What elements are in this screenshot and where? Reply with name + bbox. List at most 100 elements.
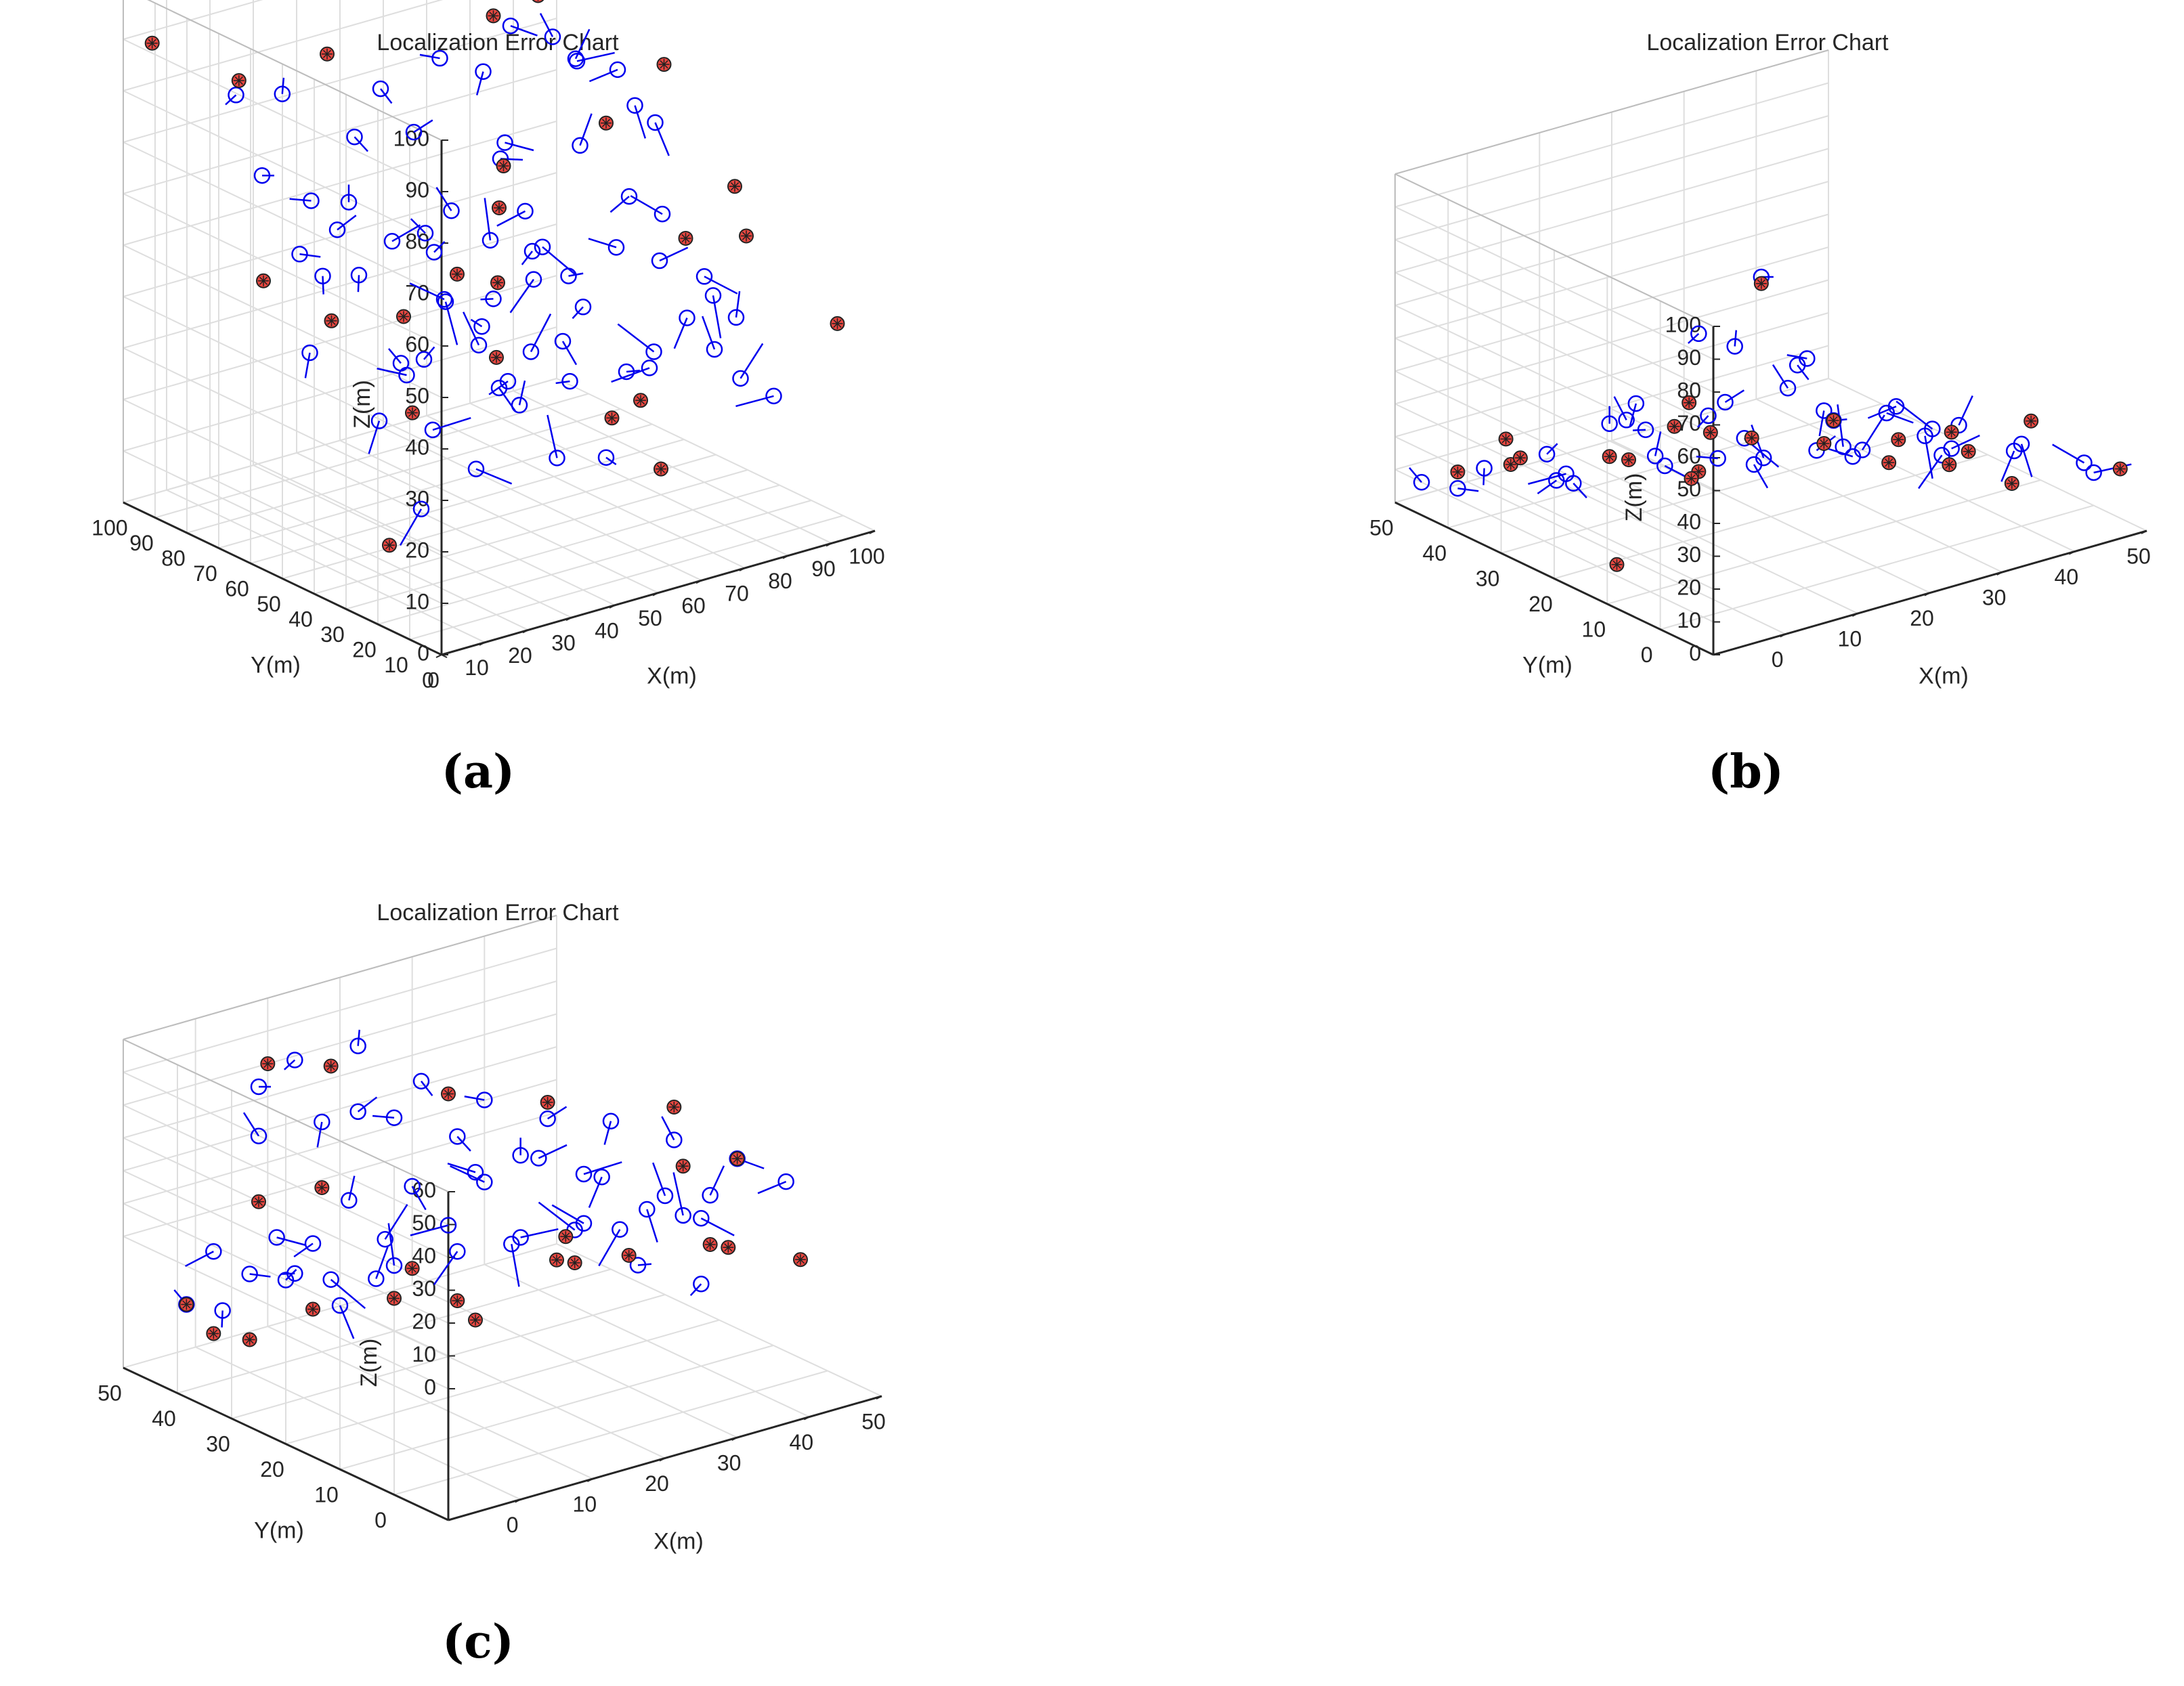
anchor-asterisk (601, 118, 611, 127)
anchor-point (739, 228, 754, 244)
error-line (249, 1273, 271, 1278)
estimated-point (1700, 407, 1717, 425)
estimated-point (475, 63, 492, 80)
box-edge (1394, 49, 1829, 175)
error-line (1958, 395, 1973, 426)
error-line (547, 1106, 568, 1120)
y-tick-label: 50 (1369, 515, 1394, 540)
estimated-point (560, 267, 577, 284)
x-tick (2068, 550, 2075, 555)
error-line (375, 1247, 389, 1279)
x-tick-label: 40 (2055, 565, 2079, 589)
error-line (510, 25, 538, 37)
error-line (221, 1310, 223, 1328)
error-line (700, 1217, 735, 1236)
estimated-point (304, 1235, 322, 1252)
error-line (413, 119, 433, 133)
estimated-point (1449, 480, 1466, 497)
z-tick-label: 30 (405, 486, 429, 511)
grid-line (1394, 181, 1829, 306)
error-line (1572, 482, 1587, 498)
estimated-point (443, 202, 460, 219)
z-tick-label: 70 (405, 280, 429, 305)
estimated-point (341, 1192, 358, 1209)
anchor-asterisk (706, 1240, 714, 1249)
estimated-point (435, 290, 453, 308)
estimated-point (654, 205, 671, 223)
y-tick (218, 547, 225, 552)
estimated-point (377, 1231, 393, 1248)
error-line (579, 113, 593, 146)
grid-line (154, 393, 589, 519)
anchor-asterisk (2026, 416, 2036, 425)
estimated-point (765, 387, 782, 405)
y-tick-label: 30 (320, 622, 345, 647)
anchor-point (396, 309, 411, 324)
box-edge (123, 1039, 449, 1192)
grid-line (1394, 279, 1829, 405)
error-line (498, 387, 517, 412)
anchor-point (1961, 444, 1976, 459)
grid-line (1660, 504, 2094, 630)
estimated-point (405, 123, 423, 141)
error-line (475, 71, 484, 95)
estimated-point (303, 192, 320, 209)
estimated-point (404, 1177, 421, 1195)
x-tick-label: 10 (465, 655, 489, 680)
chart-title: Localization Error Chart (377, 900, 619, 926)
grid-line (123, 980, 557, 1106)
error-line (464, 1096, 485, 1101)
z-axis-label: Z(m) (356, 1339, 382, 1387)
x-tick (565, 617, 572, 621)
z-tick-label: 40 (405, 435, 429, 459)
x-tick-label: 30 (551, 631, 576, 655)
error-line (1824, 447, 1854, 458)
caption-c: (c) (442, 1615, 514, 1669)
grid-line (123, 0, 444, 91)
y-tick-label: 20 (352, 637, 377, 662)
error-line (1632, 429, 1646, 431)
anchor-asterisk (452, 269, 462, 279)
x-tick-label: 0 (1772, 647, 1784, 672)
error-line (368, 420, 381, 454)
y-tick-label: 100 (91, 515, 127, 540)
error-line (1797, 364, 1810, 381)
z-tick-label: 60 (412, 1177, 436, 1202)
y-tick-label: 0 (1641, 643, 1653, 667)
anchor-point (450, 266, 465, 282)
anchor-asterisk (453, 1296, 462, 1305)
estimated-point (1618, 412, 1635, 429)
anchor-asterisk (1947, 428, 1956, 437)
error-line (293, 1242, 314, 1258)
error-line (646, 1209, 658, 1243)
estimated-point (549, 450, 565, 467)
x-tick (1851, 613, 1858, 617)
grid-line (250, 439, 685, 564)
estimated-point (561, 372, 578, 390)
y-tick (1501, 553, 1507, 557)
grid-line (123, 18, 557, 143)
grid-line (1394, 378, 1829, 503)
x-tick (659, 1457, 666, 1462)
z-tick-label: 30 (1677, 542, 1701, 567)
anchor-asterisk (833, 319, 842, 328)
anchor-asterisk (492, 353, 501, 362)
estimated-point (727, 309, 745, 326)
y-tick (186, 532, 193, 536)
y-tick-label: 40 (152, 1406, 176, 1431)
x-tick-label: 10 (573, 1492, 597, 1516)
estimated-point (656, 1187, 674, 1205)
anchor-point (793, 1252, 808, 1268)
y-tick (285, 1443, 292, 1448)
anchor-asterisk (1945, 460, 1954, 469)
estimated-point (340, 194, 358, 211)
y-tick (339, 1469, 346, 1473)
estimated-point (250, 1127, 267, 1144)
estimated-point (449, 1243, 466, 1260)
grid-line (285, 1319, 720, 1445)
x-tick (515, 1498, 521, 1503)
estimated-point (385, 1257, 403, 1274)
error-line (551, 1204, 584, 1224)
anchor-asterisk (308, 1305, 318, 1314)
